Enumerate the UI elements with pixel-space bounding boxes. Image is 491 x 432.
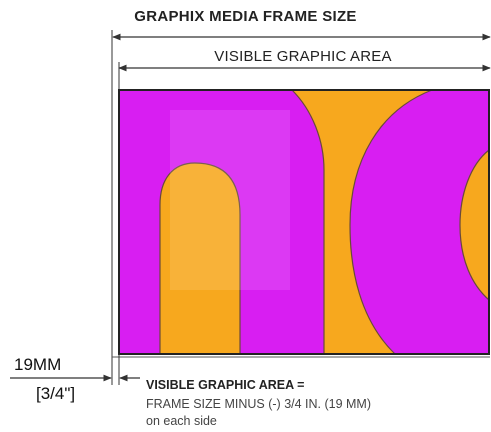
graphic-frame-border xyxy=(118,89,490,355)
border-inch-label: [3/4"] xyxy=(36,384,76,403)
frame-size-title: GRAPHIX MEDIA FRAME SIZE xyxy=(134,8,357,25)
formula-line: FRAME SIZE MINUS (-) 3/4 IN. (19 MM) xyxy=(146,397,372,411)
visible-area-title: VISIBLE GRAPHIC AREA xyxy=(214,48,392,65)
formula-tail: on each side xyxy=(146,414,217,428)
formula-heading: VISIBLE GRAPHIC AREA = xyxy=(146,378,305,392)
light-glare xyxy=(170,110,290,290)
magenta-left-arch xyxy=(118,89,325,355)
artwork-shapes xyxy=(118,89,490,355)
border-mm-label: 19MM xyxy=(14,355,62,374)
magenta-right-bowl xyxy=(349,89,490,355)
